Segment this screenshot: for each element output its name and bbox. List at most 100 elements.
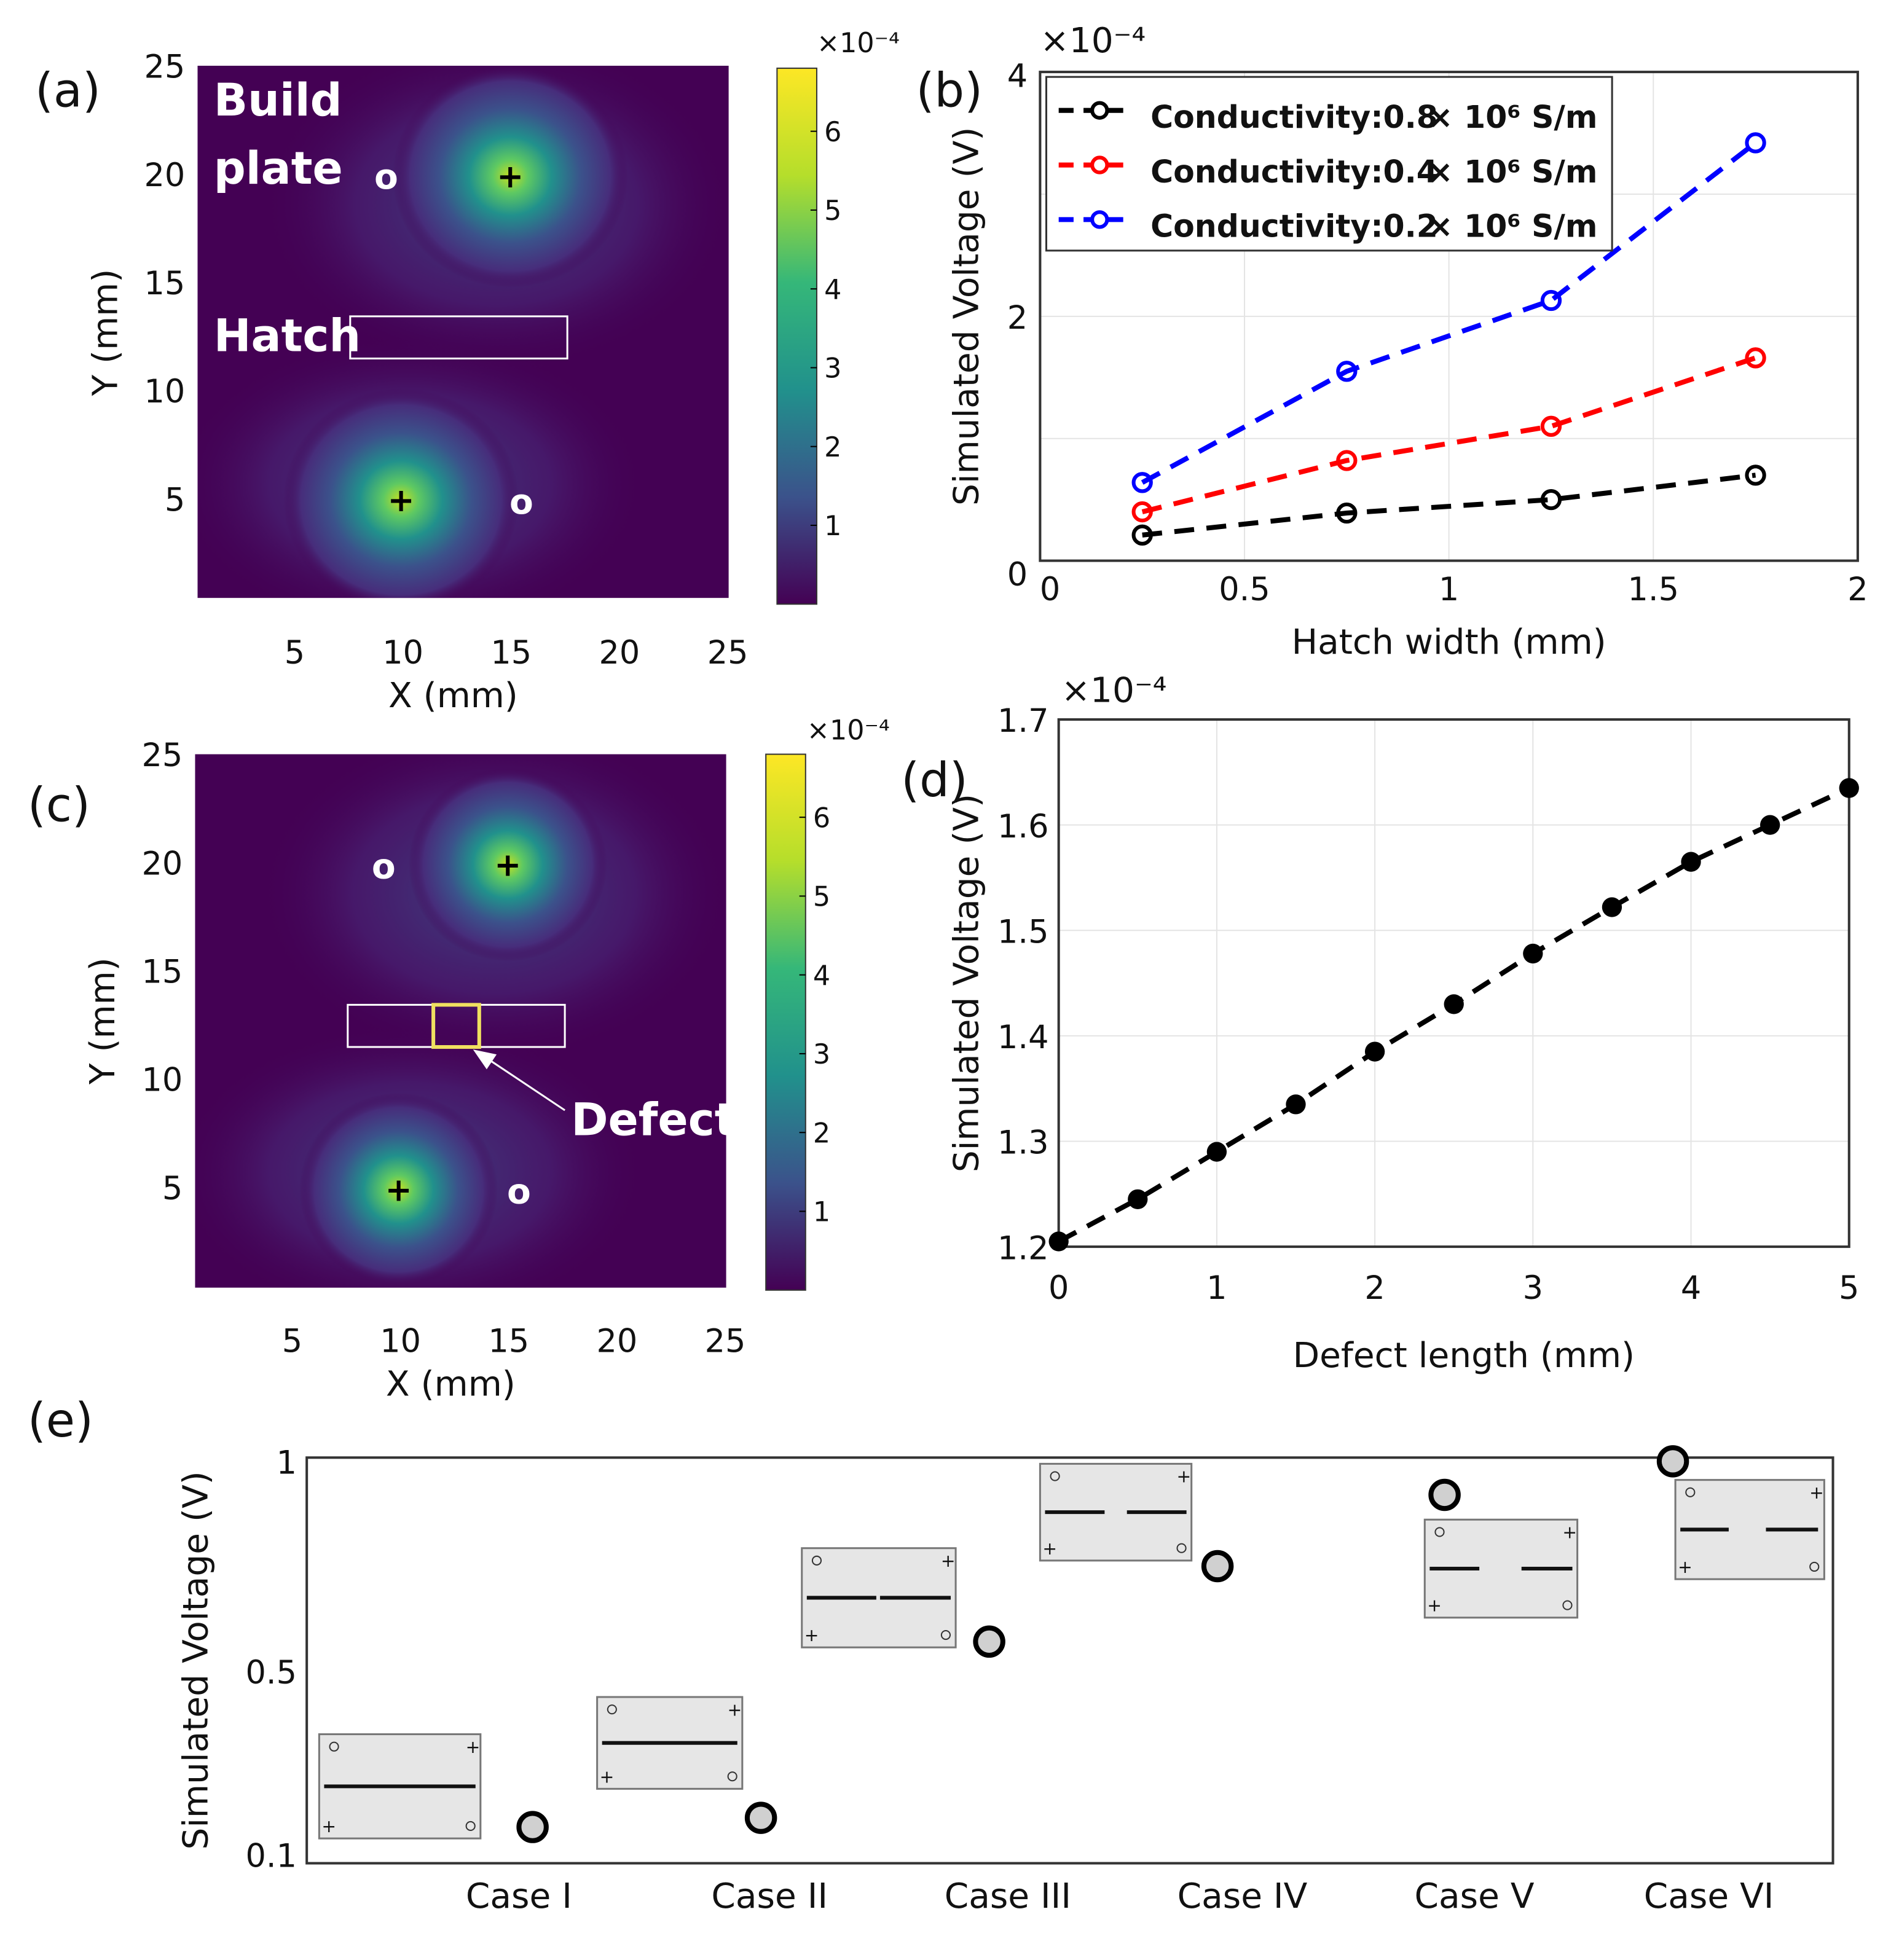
- y-tick-label: 0.5: [246, 1654, 297, 1691]
- colorbar-exponent: ×10⁻⁴: [817, 28, 900, 59]
- sink-icon: [1562, 1600, 1573, 1610]
- data-point: [1540, 488, 1562, 511]
- source-icon: +: [1176, 1467, 1191, 1487]
- data-point: [1201, 1550, 1234, 1583]
- colorbar-tick-label: 1: [824, 511, 841, 542]
- x-tick-label: 10: [382, 634, 423, 672]
- y-tick-label: 25: [141, 737, 183, 774]
- data-point: [1131, 501, 1153, 523]
- sink-marker: o: [507, 1172, 531, 1212]
- x-tick-label: 0: [1040, 571, 1060, 608]
- y-tick-label: 2: [1007, 299, 1028, 337]
- source-icon: +: [466, 1737, 481, 1757]
- colorbar: [765, 753, 806, 1291]
- data-point: [1128, 1189, 1148, 1210]
- x-tick-label: 25: [705, 1323, 746, 1360]
- data-point: [1444, 994, 1464, 1014]
- x-tick-label: 5: [285, 634, 305, 672]
- x-tick-label: 15: [488, 1323, 529, 1360]
- y-axis-label: Simulated Voltage (V): [176, 1471, 216, 1849]
- data-point: [1839, 778, 1859, 798]
- colorbar-exponent: ×10⁻⁴: [807, 715, 890, 746]
- sink-icon: [329, 1741, 339, 1752]
- sink-marker: o: [374, 157, 398, 197]
- sink-marker: o: [372, 847, 396, 887]
- y-tick-label: 15: [144, 265, 186, 302]
- x-tick-label: 1: [1439, 571, 1459, 608]
- colorbar-tick-label: 6: [813, 802, 830, 834]
- source-icon: +: [1427, 1596, 1442, 1616]
- x-tick-label: 5: [1839, 1269, 1859, 1307]
- data-point: [1048, 1231, 1069, 1252]
- legend-unit: × 10⁶ S/m: [1427, 154, 1597, 190]
- y-tick-label: 1.6: [997, 808, 1048, 845]
- series-line: [1142, 472, 1756, 538]
- case-inset-diagram: ++: [801, 1547, 957, 1648]
- sink-icon: [940, 1629, 951, 1641]
- source-icon: +: [728, 1699, 742, 1720]
- x-tick-label: 1.5: [1628, 571, 1679, 608]
- y-axis-label: Y (mm): [83, 957, 123, 1085]
- source-marker: +: [497, 158, 524, 195]
- source-marker: +: [388, 482, 415, 519]
- colorbar: [776, 68, 817, 605]
- x-tick-label: 1: [1206, 1269, 1227, 1307]
- x-axis-label: Hatch width (mm): [1292, 622, 1606, 662]
- legend-unit: × 10⁶ S/m: [1427, 208, 1597, 245]
- data-point: [1364, 1041, 1385, 1062]
- plot-frame: [305, 1456, 1834, 1865]
- colorbar-tick-label: 2: [824, 432, 841, 463]
- data-point: [1286, 1094, 1306, 1115]
- hatch-rect: [349, 315, 568, 360]
- legend-marker: [1090, 101, 1109, 120]
- case-inset-diagram: ++: [596, 1696, 744, 1790]
- data-point: [1540, 289, 1562, 312]
- plot-frame: [1057, 718, 1850, 1249]
- y-tick-label: 25: [144, 49, 186, 86]
- panel-label-a: (a): [35, 64, 101, 119]
- data-point: [973, 1625, 1005, 1658]
- colorbar-tick-label: 4: [824, 274, 841, 305]
- case-inset-diagram: ++: [1423, 1518, 1579, 1619]
- sink-icon: [1809, 1561, 1820, 1572]
- sink-icon: [465, 1821, 476, 1832]
- panel-label-b: (b): [916, 64, 983, 119]
- source-icon: +: [1809, 1483, 1824, 1503]
- data-point: [1336, 361, 1358, 382]
- y-axis-label: Simulated Voltage (V): [946, 127, 986, 506]
- colorbar-tick-label: 4: [813, 960, 830, 992]
- y-tick-label: 1: [277, 1445, 297, 1482]
- data-point: [1745, 465, 1766, 486]
- y-tick-label: 10: [141, 1062, 183, 1099]
- source-icon: +: [804, 1625, 819, 1645]
- sink-icon: [1050, 1471, 1060, 1481]
- heatmap-a: Build plate Hatch + + o o ×10⁻⁴: [197, 28, 900, 605]
- source-icon: +: [1562, 1523, 1577, 1543]
- colorbar-tick-label: 3: [813, 1039, 830, 1070]
- x-tick-label: 15: [490, 634, 532, 672]
- annotation-hatch: Hatch: [214, 310, 361, 362]
- legend-label: Conductivity:0.2: [1150, 208, 1438, 245]
- annotation-defect: Defect: [571, 1094, 736, 1146]
- y-tick-label: 1.4: [997, 1019, 1048, 1056]
- case-inset-diagram: ++: [1674, 1479, 1825, 1580]
- y-tick-label: 4: [1007, 57, 1028, 95]
- data-point: [1336, 450, 1358, 471]
- x-tick-label: Case II: [711, 1876, 828, 1916]
- x-axis-label: X (mm): [388, 676, 518, 716]
- case-inset-diagram: ++: [318, 1733, 482, 1840]
- colorbar-tick-label: 6: [824, 117, 841, 148]
- panel-label-d: (d): [901, 753, 968, 808]
- source-icon: +: [941, 1551, 956, 1571]
- colorbar-tick-label: 5: [813, 882, 830, 913]
- data-point: [1131, 472, 1153, 493]
- x-tick-label: Case VI: [1644, 1876, 1774, 1916]
- data-point: [744, 1801, 777, 1834]
- sink-icon: [607, 1704, 617, 1715]
- y-tick-label: 1.5: [997, 913, 1048, 951]
- colorbar-tick-label: 5: [824, 195, 841, 227]
- data-point: [516, 1811, 549, 1843]
- heatmap-c: Defect + + o o ×10⁻⁴: [195, 715, 890, 1291]
- y-tick-label: 0.1: [246, 1838, 297, 1875]
